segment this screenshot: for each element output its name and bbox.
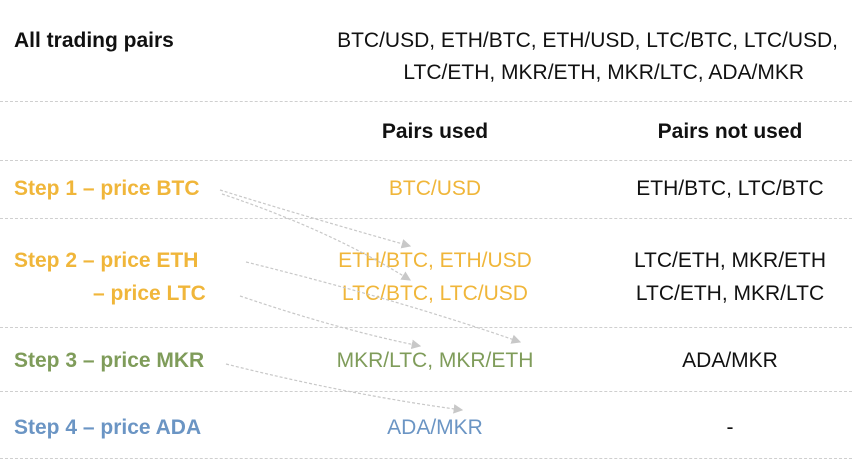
arrow-step1-to-step2-ltc <box>221 193 412 281</box>
arrow-step2-ltc-to-step3 <box>239 295 422 350</box>
arrow-step1-to-step2 <box>219 189 412 249</box>
separator <box>0 160 852 161</box>
arrow-step2-eth-to-step3 <box>245 261 522 344</box>
step-3-pairs-not-used: ADA/MKR <box>682 349 778 372</box>
separator <box>0 327 852 328</box>
step-2-pairs-not-used-ltc: LTC/ETH, MKR/LTC <box>635 282 825 305</box>
step-2-pairs-not-used-eth: LTC/ETH, MKR/ETH <box>633 249 827 272</box>
all-pairs-label: All trading pairs <box>14 29 174 52</box>
step-2-label-ltc: – price LTC <box>93 282 206 305</box>
step-3-label: Step 3 – price MKR <box>14 349 205 372</box>
step-1-pairs-used: BTC/USD <box>388 177 482 200</box>
step-4-pairs-not-used: - <box>726 416 734 439</box>
column-header-pairs-used: Pairs used <box>381 120 489 143</box>
step-4-label: Step 4 – price ADA <box>14 416 202 439</box>
all-pairs-line-1: BTC/USD, ETH/BTC, ETH/USD, LTC/BTC, LTC/… <box>337 29 838 52</box>
step-1-pairs-not-used: ETH/BTC, LTC/BTC <box>636 177 824 200</box>
all-pairs-line-2: LTC/ETH, MKR/ETH, MKR/LTC, ADA/MKR <box>403 61 804 84</box>
step-2-pairs-used-ltc: LTC/BTC, LTC/USD <box>342 282 528 305</box>
arrow-step3-to-step4 <box>225 363 464 414</box>
separator <box>0 458 852 459</box>
step-4-pairs-used: ADA/MKR <box>387 416 483 439</box>
column-header-pairs-not-used: Pairs not used <box>657 120 803 143</box>
step-2-label: Step 2 – price ETH <box>14 249 199 272</box>
step-2-pairs-used-eth: ETH/BTC, ETH/USD <box>338 249 532 272</box>
separator <box>0 218 852 219</box>
step-1-label: Step 1 – price BTC <box>14 177 200 200</box>
separator <box>0 101 852 102</box>
separator <box>0 391 852 392</box>
step-3-pairs-used: MKR/LTC, MKR/ETH <box>336 349 534 372</box>
